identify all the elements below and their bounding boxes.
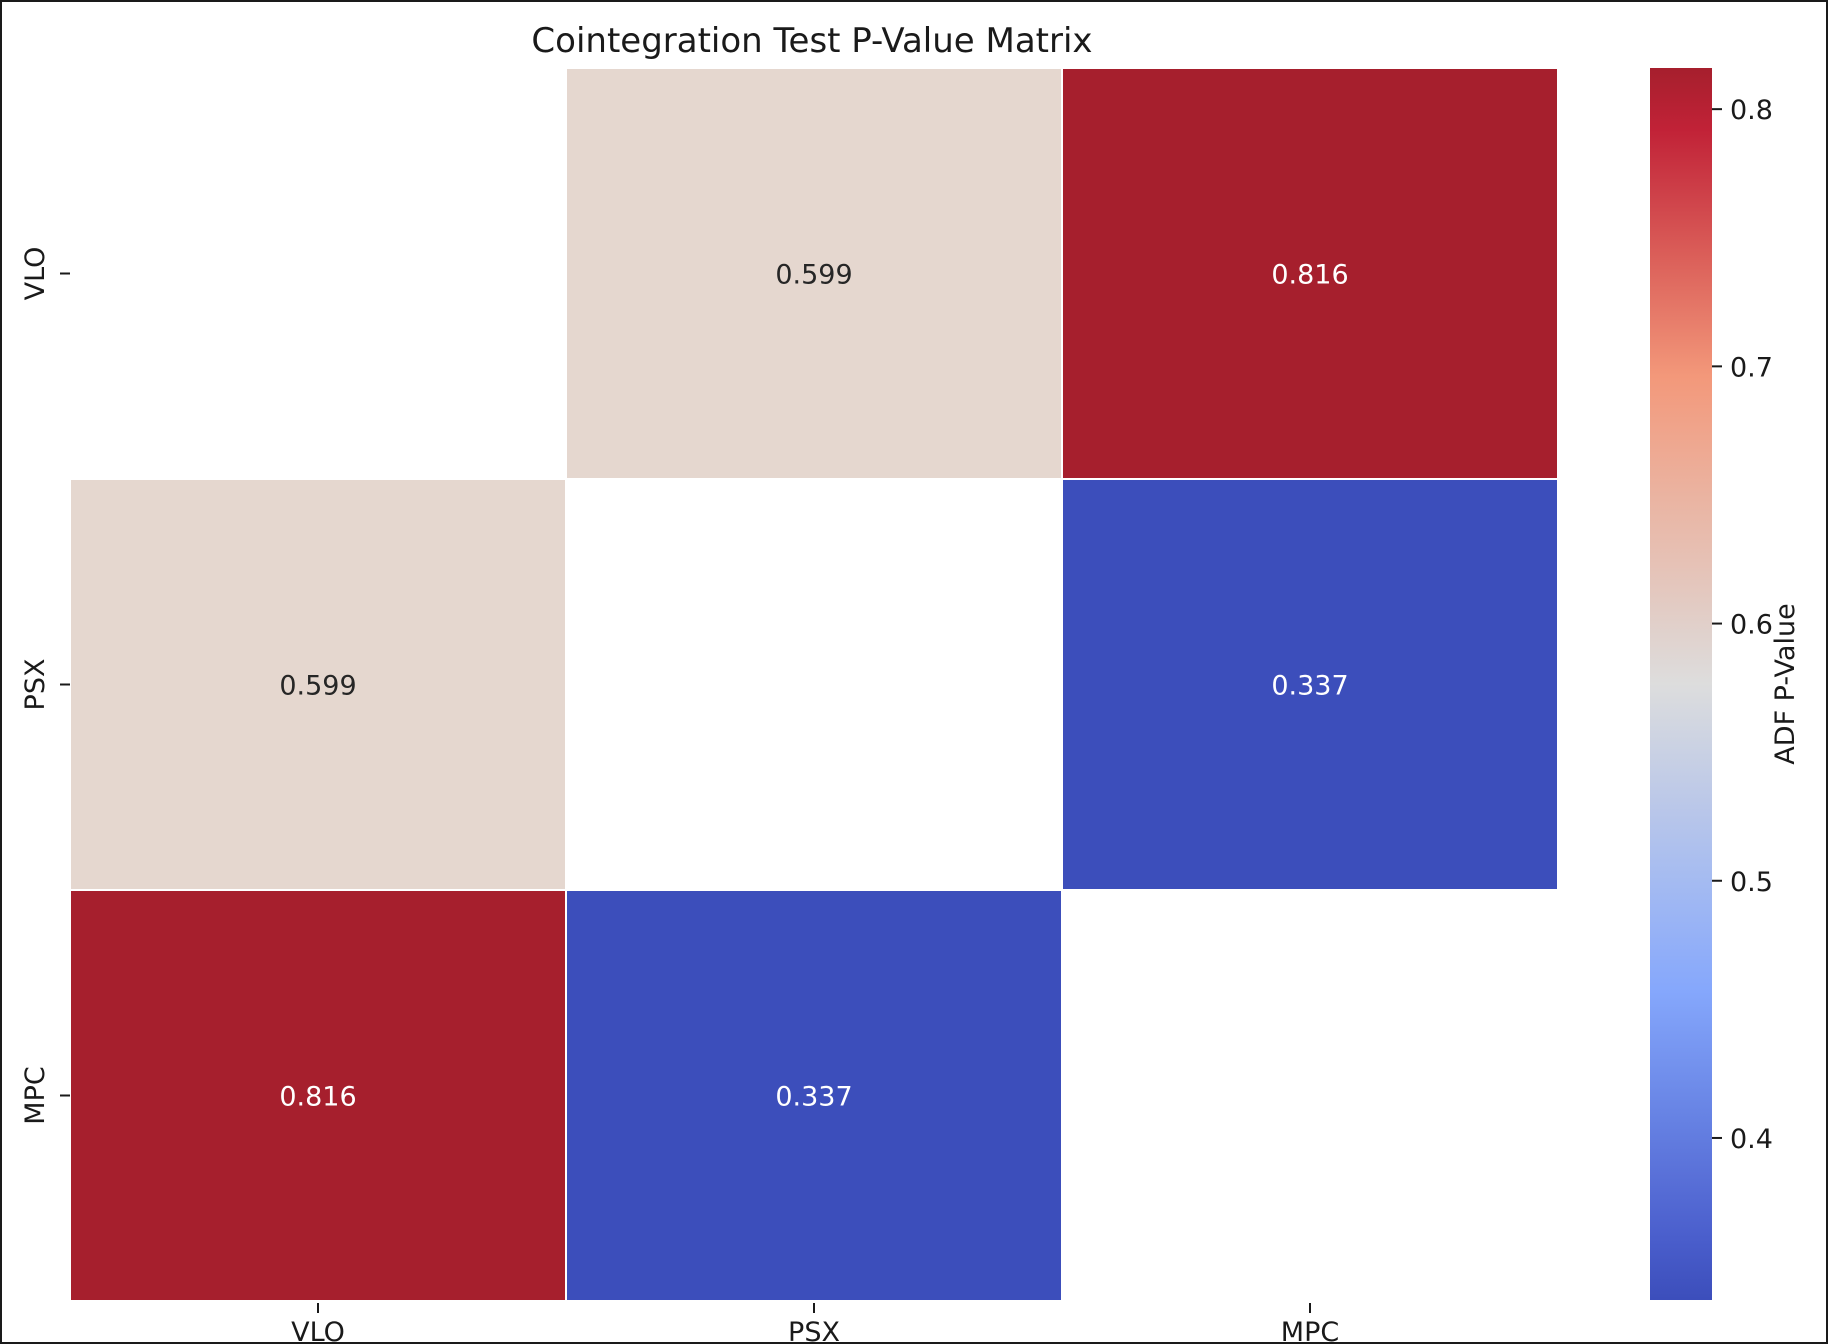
cell-value-MPC-PSX: 0.337 (775, 1082, 852, 1113)
y-tick-label-PSX: PSX (20, 659, 51, 711)
heatmap-cell-PSX-MPC (1061, 478, 1559, 891)
heatmap-cell-MPC-VLO (69, 889, 567, 1302)
heatmap-cell-VLO-MPC (1061, 67, 1559, 480)
cell-value-PSX-MPC: 0.337 (1271, 671, 1348, 702)
colorbar-gradient (1650, 68, 1712, 1300)
y-axis: VLO PSX MPC (20, 247, 70, 1125)
x-tick-label-MPC: MPC (1281, 1317, 1339, 1342)
cell-value-PSX-VLO: 0.599 (279, 671, 356, 702)
heatmap-cells (69, 67, 1559, 1302)
heatmap-cell-MPC-PSX (565, 889, 1063, 1302)
y-tick-label-MPC: MPC (20, 1066, 51, 1124)
colorbar-tick-label-0.6: 0.6 (1730, 610, 1773, 641)
colorbar-tick-label-0.5: 0.5 (1730, 867, 1773, 898)
y-tick-label-VLO: VLO (20, 247, 51, 301)
chart-title: Cointegration Test P-Value Matrix (531, 21, 1092, 61)
x-axis: VLO PSX MPC (291, 1303, 1339, 1344)
cell-value-MPC-VLO: 0.816 (279, 1082, 356, 1113)
heatmap-cell-VLO-PSX (565, 67, 1063, 480)
colorbar-label: ADF P-Value (1770, 603, 1801, 764)
colorbar-tick-label-0.8: 0.8 (1730, 95, 1773, 126)
x-tick-label-VLO: VLO (291, 1317, 345, 1342)
colorbar-tick-label-0.4: 0.4 (1730, 1124, 1773, 1155)
cell-value-VLO-PSX: 0.599 (775, 260, 852, 291)
colorbar: 0.4 0.5 0.6 0.7 0.8 ADF P-Value (1650, 68, 1801, 1300)
heatmap-cell-labels: 0.599 0.816 0.599 0.337 0.816 0.337 (279, 260, 1348, 1113)
cell-value-VLO-MPC: 0.816 (1271, 260, 1348, 291)
heatmap-cell-PSX-VLO (69, 478, 567, 891)
colorbar-tick-label-0.7: 0.7 (1730, 352, 1773, 383)
colorbar-ticks: 0.4 0.5 0.6 0.7 0.8 (1712, 95, 1773, 1155)
x-tick-label-PSX: PSX (788, 1317, 840, 1342)
